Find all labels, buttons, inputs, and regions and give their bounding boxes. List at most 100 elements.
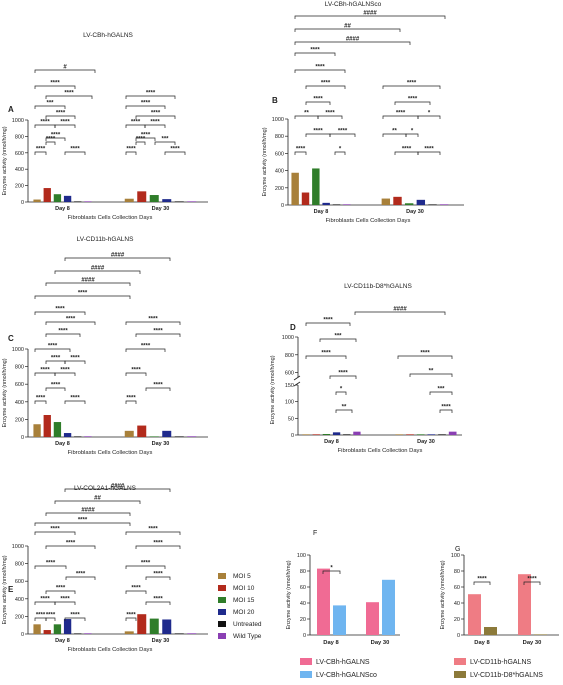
- legend-label: MOI 5: [233, 573, 251, 580]
- panel-e-sig-label: ****: [126, 613, 136, 619]
- panel-c-y-tick-label: 1000: [12, 347, 24, 353]
- panel-e-sig-bracket: [125, 590, 147, 594]
- panel-c-title: LV-CD11b-hGALNS: [77, 236, 135, 243]
- panel-c-sig-bracket: [54, 372, 76, 376]
- panel-d-sig-label: **: [429, 369, 434, 375]
- legend-label: MOI 15: [233, 597, 255, 604]
- panel-a-sig-label: ****: [70, 147, 80, 153]
- panel-b-sig-bracket: [294, 15, 446, 19]
- panel-e-sig-label: ****: [148, 527, 158, 533]
- panel-a-bar: [149, 195, 159, 202]
- panel-a-sig-bracket: [64, 151, 86, 155]
- panel-f-ylabel: Enzyme activity (nmol/h/mg): [286, 560, 292, 629]
- panel-a-sig-label: ****: [36, 147, 46, 153]
- panel-e-sig-bracket: [45, 617, 56, 621]
- panel-b-sig-label: ####: [346, 37, 360, 43]
- panel-g-ylabel: Enzyme activity (nmol/h/mg): [440, 560, 446, 629]
- panel-g-legend-label: LV-CD11b-hGALNS: [470, 659, 532, 666]
- panel-a-sig-bracket: [135, 115, 176, 119]
- panel-a-sig-bracket: [34, 105, 66, 109]
- panel-c-sig-label: ****: [58, 329, 68, 335]
- panel-g-letter: G: [455, 546, 460, 553]
- panel-b-sig-label: ****: [321, 81, 331, 87]
- panel-d-xlabel: Fibroblasts Cells Collection Days: [338, 448, 423, 454]
- panel-e-sig-bracket: [54, 500, 141, 504]
- panel-g-y-tick-label: 0: [457, 633, 460, 639]
- panel-b-bar: [439, 204, 449, 205]
- panel-c-sig-bracket: [34, 295, 131, 299]
- panel-e-sig-bracket: [125, 617, 137, 621]
- panel-c-sig-label: ****: [131, 368, 141, 374]
- panel-a-sig-bracket: [144, 124, 166, 128]
- panel-c-bar: [137, 425, 147, 437]
- panel-b-x-tick-label: Day 30: [406, 209, 424, 215]
- panel-a-bar: [53, 194, 62, 202]
- panel-b-sig-bracket: [317, 115, 343, 119]
- panel-c-bar: [43, 415, 51, 437]
- panel-e-sig-label: ####: [111, 484, 125, 490]
- panel-d-sig-label: ####: [393, 307, 407, 313]
- panel-g-x-tick-label: Day 8: [474, 640, 490, 646]
- panel-b-bar: [404, 203, 414, 205]
- panel-a-bar: [43, 188, 51, 202]
- panel-e-sig-label: ****: [46, 561, 56, 567]
- panel-d-bar: [302, 434, 310, 435]
- panel-c-sig-bracket: [45, 321, 96, 325]
- panel-d-sig-bracket: [305, 355, 347, 359]
- panel-c-sig-label: ****: [66, 317, 76, 323]
- panel-e-sig-label: ****: [76, 572, 86, 578]
- panel-c-sig-label: ****: [70, 356, 80, 362]
- panel-b-sig-bracket: [294, 151, 307, 155]
- panel-a-bar: [33, 199, 41, 202]
- panel-g-bar: [484, 627, 497, 635]
- panel-a-y-tick-label: 800: [15, 134, 24, 140]
- panel-b-sig-bracket: [394, 101, 431, 105]
- panel-e-sig-bracket: [34, 565, 67, 569]
- panel-d-sig-bracket: [439, 409, 453, 413]
- panel-e-sig-label: ****: [153, 597, 163, 603]
- panel-b-bar: [381, 198, 391, 205]
- panel-a-bar: [187, 201, 197, 202]
- panel-a-sig-bracket: [135, 137, 156, 141]
- panel-f-legend-swatch: [300, 671, 312, 678]
- panel-f-y-tick-label: 40: [300, 601, 306, 607]
- panel-e-y-tick-label: 600: [15, 579, 24, 585]
- panel-b-y-tick-label: 600: [275, 151, 284, 157]
- panel-b-bar: [301, 192, 310, 205]
- panel-f-bar: [317, 568, 330, 635]
- panel-c-y-tick-label: 400: [15, 400, 24, 406]
- panel-e-sig-bracket: [34, 531, 76, 535]
- panel-b-sig-label: ****: [396, 111, 406, 117]
- panel-c-y-tick-label: 200: [15, 417, 24, 423]
- panel-e-sig-bracket: [45, 590, 76, 594]
- panel-b-sig-label: *: [428, 111, 431, 117]
- panel-c-sig-label: ****: [48, 344, 58, 350]
- panel-d-sig-bracket: [409, 373, 453, 377]
- panel-c-sig-bracket: [125, 400, 137, 404]
- panel-a-sig-label: ****: [141, 133, 151, 139]
- panel-e-xlabel: Fibroblasts Cells Collection Days: [68, 647, 153, 653]
- panel-e-sig-label: ****: [131, 586, 141, 592]
- panel-a-sig-label: ****: [150, 120, 160, 126]
- panel-g-bar: [468, 594, 481, 635]
- panel-c-sig-label: ****: [55, 307, 65, 313]
- panel-d-sig-label: ****: [441, 405, 451, 411]
- panel-a-sig-label: ****: [51, 133, 61, 139]
- panel-e-sig-bracket: [145, 576, 171, 580]
- panel-d-y-tick-label: 150: [285, 383, 294, 389]
- panel-d-bar: [343, 434, 351, 435]
- panel-a-sig-bracket: [45, 115, 76, 119]
- legend-swatch: [218, 573, 226, 579]
- panel-b-sig-bracket: [405, 133, 419, 137]
- panel-a-sig-bracket: [135, 141, 146, 145]
- panel-d-y-tick-label: 100: [285, 400, 294, 406]
- panel-b-bar: [312, 168, 320, 205]
- panel-b-sig-label: ****: [315, 65, 325, 71]
- panel-b-bar: [291, 172, 299, 205]
- panel-b-sig-bracket: [334, 151, 346, 155]
- panel-a-letter: A: [8, 105, 14, 114]
- panel-g-sig-label: ****: [477, 577, 487, 583]
- panel-c-bar: [187, 436, 197, 437]
- panel-b-sig-bracket: [305, 101, 331, 105]
- panel-c-sig-label: ****: [141, 344, 151, 350]
